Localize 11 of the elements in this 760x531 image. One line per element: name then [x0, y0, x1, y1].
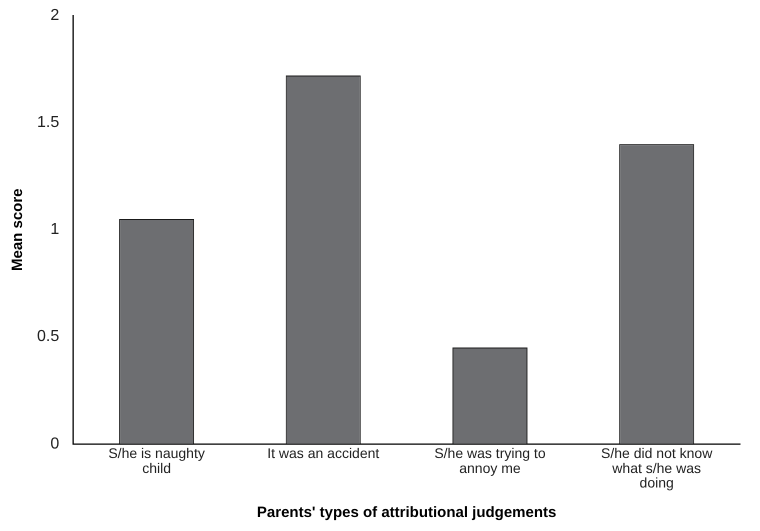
y-tick-label: 1 — [50, 221, 60, 238]
x-axis-title: Parents' types of attributional judgements — [256, 504, 556, 522]
y-tick-label: 0.5 — [36, 328, 60, 346]
y-tick-label: 2 — [50, 7, 60, 24]
y-axis-title: Mean score — [9, 188, 26, 272]
y-tick-label: 1.5 — [36, 114, 60, 132]
x-tick-label: It was an accident — [267, 445, 380, 462]
x-tick-label: S/he did not know what s/he was doing — [601, 445, 714, 491]
x-tick-label: S/he was trying to annoy me — [434, 445, 546, 476]
y-tick-label: 0 — [50, 435, 60, 452]
x-tick-label: S/he is naughty child — [108, 445, 205, 476]
